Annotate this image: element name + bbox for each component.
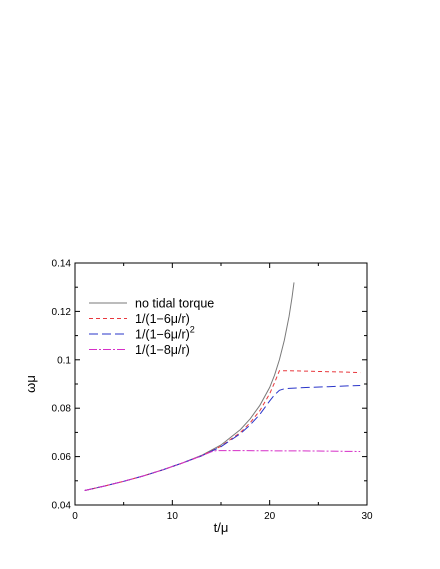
- y-tick-label: 0.14: [52, 259, 72, 270]
- x-tick-label: 10: [167, 511, 179, 522]
- series-line-4: [84, 450, 361, 491]
- legend-label-text: 1/(1−6μ/r): [135, 328, 190, 342]
- x-axis-ticks: 0 10 20 30: [72, 263, 373, 522]
- y-tick-label: 0.1: [57, 355, 71, 366]
- legend-label-superscript: 2: [190, 325, 195, 335]
- y-tick-label: 0.08: [52, 404, 72, 415]
- x-tick-label: 30: [361, 511, 373, 522]
- x-tick-label: 0: [72, 511, 78, 522]
- legend: no tidal torque1/(1−6μ/r)1/(1−6μ/r)21/(1…: [89, 297, 214, 357]
- legend-label-2: 1/(1−6μ/r): [135, 312, 190, 326]
- series-lines: [84, 282, 361, 491]
- legend-label-4: 1/(1−8μ/r): [135, 343, 190, 357]
- y-axis-label: ωμ: [23, 375, 38, 393]
- series-line-3: [84, 385, 361, 491]
- series-line-2: [84, 370, 361, 491]
- plot-frame: [74, 262, 368, 506]
- y-tick-label: 0.04: [52, 501, 72, 512]
- x-axis-label: t/μ: [214, 520, 229, 535]
- legend-label-1: no tidal torque: [135, 297, 214, 311]
- legend-label-text: 1/(1−6μ/r): [135, 312, 190, 326]
- legend-label-text: no tidal torque: [135, 297, 214, 311]
- legend-label-3: 1/(1−6μ/r)2: [135, 325, 195, 342]
- y-axis-ticks: 0.04 0.06 0.08 0.1 0.12 0.14: [52, 259, 367, 512]
- y-tick-label: 0.06: [52, 452, 72, 463]
- legend-label-text: 1/(1−8μ/r): [135, 343, 190, 357]
- x-tick-label: 20: [264, 511, 276, 522]
- y-tick-label: 0.12: [52, 307, 72, 318]
